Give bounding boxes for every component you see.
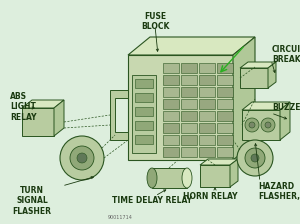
Bar	[135, 79, 153, 88]
Polygon shape	[268, 62, 276, 88]
Text: CIRCUIT
BREAKER: CIRCUIT BREAKER	[272, 45, 300, 65]
Bar	[217, 87, 233, 97]
Bar	[163, 63, 179, 73]
Polygon shape	[240, 68, 268, 88]
Bar	[181, 63, 197, 73]
Bar	[135, 135, 153, 144]
Text: TIME DELAY RELAY: TIME DELAY RELAY	[112, 196, 192, 205]
Bar	[181, 111, 197, 121]
Polygon shape	[22, 100, 64, 108]
Polygon shape	[128, 55, 233, 160]
Bar	[199, 87, 215, 97]
Circle shape	[237, 140, 273, 176]
Bar	[199, 135, 215, 145]
Text: FUSE
BLOCK: FUSE BLOCK	[141, 12, 169, 31]
Circle shape	[251, 154, 259, 162]
Text: TURN
SIGNAL
FLASHER: TURN SIGNAL FLASHER	[13, 186, 52, 216]
Text: 90011714: 90011714	[108, 215, 133, 220]
Bar	[199, 99, 215, 109]
Bar	[217, 111, 233, 121]
Bar	[181, 123, 197, 133]
Circle shape	[77, 153, 87, 163]
Polygon shape	[22, 108, 54, 136]
Bar	[135, 121, 153, 130]
Circle shape	[70, 146, 94, 170]
Bar	[181, 87, 197, 97]
Circle shape	[249, 122, 255, 128]
Polygon shape	[200, 159, 238, 165]
Bar	[135, 107, 153, 116]
Polygon shape	[200, 165, 230, 187]
Polygon shape	[152, 168, 187, 188]
Circle shape	[265, 122, 271, 128]
Polygon shape	[128, 37, 255, 55]
Polygon shape	[110, 90, 128, 140]
Text: BUZZER: BUZZER	[272, 103, 300, 112]
Polygon shape	[242, 110, 280, 140]
Bar	[199, 75, 215, 85]
Bar	[163, 135, 179, 145]
Bar	[199, 111, 215, 121]
Polygon shape	[242, 102, 290, 110]
Ellipse shape	[182, 168, 192, 188]
Bar	[217, 147, 233, 157]
Bar	[163, 123, 179, 133]
Ellipse shape	[147, 168, 157, 188]
Bar	[217, 99, 233, 109]
Bar	[217, 135, 233, 145]
Bar	[181, 75, 197, 85]
Bar	[132, 75, 156, 153]
Polygon shape	[233, 37, 255, 160]
Circle shape	[60, 136, 104, 180]
Bar	[217, 123, 233, 133]
Polygon shape	[240, 62, 276, 68]
Bar	[163, 147, 179, 157]
Circle shape	[261, 118, 275, 132]
Circle shape	[245, 118, 259, 132]
Text: ABS
LIGHT
RELAY: ABS LIGHT RELAY	[10, 92, 37, 122]
Text: HAZARD
FLASHER,: HAZARD FLASHER,	[258, 182, 300, 201]
Text: HORN RELAY: HORN RELAY	[183, 192, 237, 201]
Polygon shape	[230, 159, 238, 187]
Bar	[181, 99, 197, 109]
Bar	[163, 111, 179, 121]
Bar	[181, 135, 197, 145]
Bar	[163, 99, 179, 109]
Circle shape	[245, 148, 265, 168]
Polygon shape	[280, 102, 290, 140]
Bar	[199, 123, 215, 133]
Polygon shape	[54, 100, 64, 136]
Bar	[181, 147, 197, 157]
Bar	[217, 63, 233, 73]
Bar	[135, 93, 153, 102]
Bar	[163, 87, 179, 97]
Bar	[199, 147, 215, 157]
Bar	[199, 63, 215, 73]
Bar	[217, 75, 233, 85]
Bar	[163, 75, 179, 85]
